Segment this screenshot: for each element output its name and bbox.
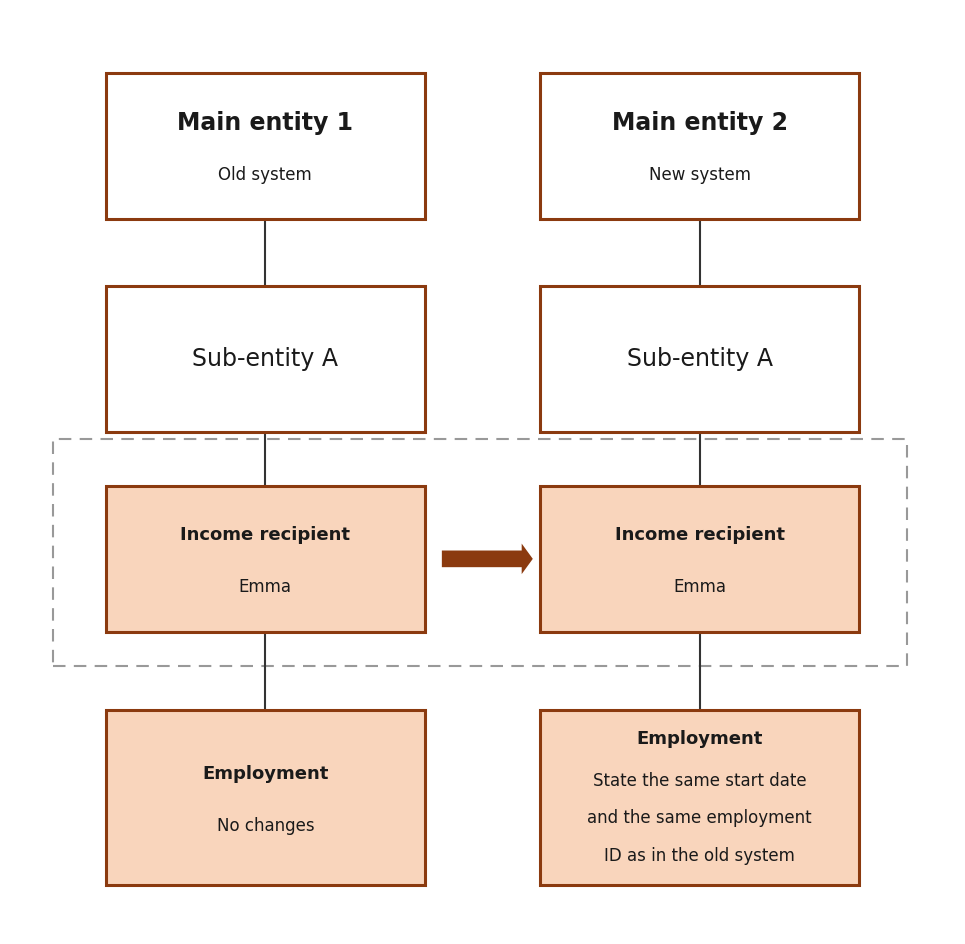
Text: Old system: Old system <box>218 165 313 184</box>
Bar <box>540 285 859 432</box>
Bar <box>540 74 859 220</box>
Text: ID as in the old system: ID as in the old system <box>604 847 795 866</box>
Bar <box>106 486 425 632</box>
Bar <box>106 285 425 432</box>
Text: Employment: Employment <box>637 730 762 749</box>
Bar <box>106 74 425 220</box>
Text: State the same start date: State the same start date <box>593 771 807 790</box>
Text: Main entity 2: Main entity 2 <box>612 110 787 135</box>
Text: New system: New system <box>648 165 751 184</box>
Text: No changes: No changes <box>216 817 315 835</box>
Bar <box>540 486 859 632</box>
Text: Sub-entity A: Sub-entity A <box>626 346 773 371</box>
Bar <box>106 710 425 885</box>
Text: and the same employment: and the same employment <box>588 809 812 828</box>
Text: Income recipient: Income recipient <box>615 526 785 545</box>
Bar <box>540 710 859 885</box>
Bar <box>53 439 907 666</box>
Text: Emma: Emma <box>239 578 291 597</box>
Text: Income recipient: Income recipient <box>180 526 350 545</box>
Text: Sub-entity A: Sub-entity A <box>192 346 339 371</box>
Text: Main entity 1: Main entity 1 <box>178 110 353 135</box>
Text: Employment: Employment <box>203 765 328 784</box>
Text: Emma: Emma <box>674 578 726 597</box>
